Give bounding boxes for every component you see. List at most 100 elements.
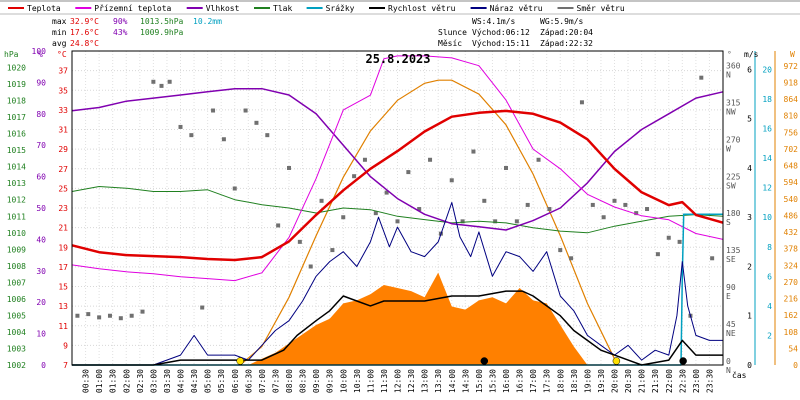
direction-tick-label: N <box>726 70 731 79</box>
legend-label: Přízemní teplota <box>94 4 171 13</box>
direction-tick-label: SW <box>726 181 736 190</box>
rain-tick-label: 14 <box>762 154 772 163</box>
direction-tick-label: SE <box>726 255 736 264</box>
temperature-tick-label: 9 <box>63 341 68 350</box>
legend-label: Náraz větru <box>490 4 543 13</box>
temperature-tick-label: 29 <box>58 145 68 154</box>
wind-direction-point <box>140 309 145 314</box>
legend-label: Rychlost větru <box>388 4 456 13</box>
axes-labels: 1002100310041005100610071008100910101011… <box>7 47 798 393</box>
wind-tick-label: 5 <box>747 115 752 124</box>
time-tick-label: 02:00 <box>122 369 131 393</box>
wind-direction-point <box>710 256 715 261</box>
temperature-tick-label: 19 <box>58 243 68 252</box>
time-tick-label: 04:00 <box>177 369 186 393</box>
solar-tick-label: 594 <box>784 178 799 187</box>
moon-label: Měsíc <box>438 39 462 48</box>
pressure-tick-label: 1012 <box>7 196 26 205</box>
time-tick-label: 15:30 <box>488 369 497 393</box>
direction-tick-label: 270 <box>726 135 741 144</box>
stat-min-press: 1009.9hPa <box>140 28 184 37</box>
wind-direction-point <box>254 120 259 125</box>
unit-ms: m/s <box>744 50 759 59</box>
wind-tick-label: 1 <box>747 312 752 321</box>
time-tick-label: 11:30 <box>380 369 389 393</box>
moonset-marker <box>679 357 687 365</box>
wind-direction-point <box>151 79 156 84</box>
stat-max-label: max <box>52 17 67 26</box>
pressure-tick-label: 1007 <box>7 278 26 287</box>
time-tick-label: 09:00 <box>312 369 321 393</box>
time-tick-label: 07:30 <box>271 369 280 393</box>
solar-tick-label: 864 <box>784 95 799 104</box>
temperature-line <box>71 109 724 262</box>
chart-date: 25.8.2023 <box>365 52 430 66</box>
time-tick-label: 23:30 <box>705 369 714 393</box>
humidity-tick-label: 30 <box>36 267 46 276</box>
humidity-tick-label: 20 <box>36 298 46 307</box>
direction-tick-label: E <box>726 292 731 301</box>
time-tick-label: 05:30 <box>217 369 226 393</box>
wind-wg: WG:5.9m/s <box>540 17 584 26</box>
wind-tick-label: 0 <box>747 361 752 370</box>
time-tick-label: 00:30 <box>82 369 91 393</box>
wind-direction-point <box>373 211 378 216</box>
pressure-tick-label: 1011 <box>7 212 26 221</box>
time-tick-label: 04:30 <box>190 369 199 393</box>
wind-direction-point <box>558 248 563 253</box>
temperature-tick-label: 13 <box>58 302 68 311</box>
humidity-line <box>71 87 724 231</box>
pressure-tick-label: 1008 <box>7 262 26 271</box>
moon-set: Západ:22:32 <box>540 39 593 48</box>
time-tick-label: 14:30 <box>461 369 470 393</box>
wind-direction-point <box>178 124 183 129</box>
humidity-tick-label: 80 <box>36 110 46 119</box>
wind-direction-point <box>330 248 335 253</box>
stat-min-temp: 17.6°C <box>70 28 99 37</box>
time-tick-label: 03:00 <box>149 369 158 393</box>
solar-tick-label: 162 <box>784 311 799 320</box>
wind-direction-point <box>514 219 519 224</box>
wind-direction-point <box>118 316 123 321</box>
direction-tick-label: N <box>726 366 731 375</box>
pressure-tick-label: 1016 <box>7 130 26 139</box>
wind-direction-point <box>460 219 465 224</box>
time-tick-label: 16:30 <box>516 369 525 393</box>
solar-tick-label: 810 <box>784 112 799 121</box>
pressure-tick-label: 1018 <box>7 97 26 106</box>
legend-label: Směr větru <box>577 4 625 13</box>
time-tick-label: 07:00 <box>258 369 267 393</box>
time-tick-label: 01:00 <box>95 369 104 393</box>
pressure-tick-label: 1013 <box>7 179 26 188</box>
stat-max-press: 1013.5hPa <box>140 17 184 26</box>
time-tick-label: 21:30 <box>651 369 660 393</box>
wind-direction-point <box>579 100 584 105</box>
direction-tick-label: S <box>726 218 731 227</box>
time-tick-label: 18:30 <box>570 369 579 393</box>
wind-direction-point <box>417 207 422 212</box>
legend-label: Vlhkost <box>206 4 240 13</box>
time-tick-label: 11:00 <box>366 369 375 393</box>
wind-direction-point <box>601 215 606 220</box>
time-tick-label: 16:00 <box>502 369 511 393</box>
wind-direction-point <box>189 133 194 138</box>
pressure-tick-label: 1006 <box>7 295 26 304</box>
wind-direction-point <box>287 165 291 170</box>
wind-direction-point <box>428 157 433 162</box>
pressure-tick-label: 1014 <box>7 163 26 172</box>
wind-direction-point <box>699 75 704 80</box>
solar-tick-label: 702 <box>784 145 799 154</box>
wind-direction-point <box>211 108 216 113</box>
time-tick-label: 22:00 <box>665 369 674 393</box>
wind-direction-point <box>232 186 237 191</box>
direction-tick-label: 180 <box>726 209 741 218</box>
time-tick-label: 08:30 <box>299 369 308 393</box>
wind-direction-point <box>265 133 270 138</box>
time-tick-label: 13:00 <box>421 369 430 393</box>
direction-tick-label: 360 <box>726 61 741 70</box>
unit-hpa: hPa <box>4 50 19 59</box>
rain-tick-label: 4 <box>767 302 772 311</box>
wind-direction-point <box>308 264 313 269</box>
wind-direction-point <box>536 157 541 162</box>
wind-direction-point <box>341 215 346 220</box>
